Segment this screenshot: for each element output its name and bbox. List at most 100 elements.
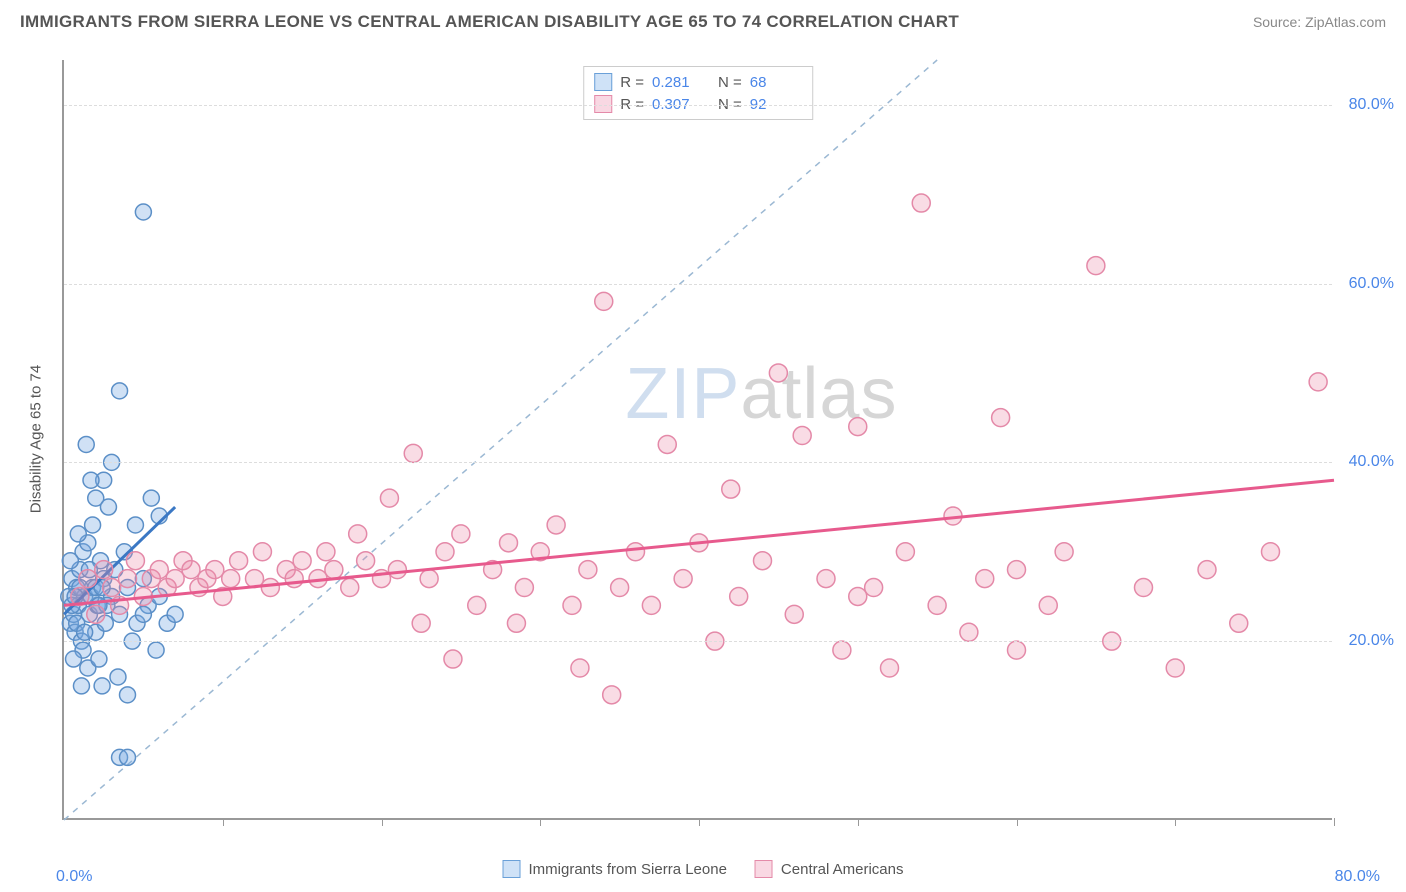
data-point — [603, 686, 621, 704]
data-point — [507, 614, 525, 632]
data-point — [73, 678, 89, 694]
data-point — [1230, 614, 1248, 632]
data-point — [62, 553, 78, 569]
data-point — [150, 561, 168, 579]
data-point — [674, 570, 692, 588]
source-attribution: Source: ZipAtlas.com — [1253, 14, 1386, 30]
data-point — [112, 383, 128, 399]
data-point — [579, 561, 597, 579]
source-prefix: Source: — [1253, 14, 1305, 30]
y-tick-label: 60.0% — [1349, 275, 1394, 293]
data-point — [325, 561, 343, 579]
data-point — [658, 435, 676, 453]
data-point — [912, 194, 930, 212]
x-tick — [1334, 818, 1335, 826]
data-point — [722, 480, 740, 498]
data-point — [341, 579, 359, 597]
data-point — [83, 472, 99, 488]
data-point — [1135, 579, 1153, 597]
data-point — [571, 659, 589, 677]
x-tick — [1175, 818, 1176, 826]
data-point — [222, 570, 240, 588]
chart-title: IMMIGRANTS FROM SIERRA LEONE VS CENTRAL … — [20, 12, 959, 32]
data-point — [563, 596, 581, 614]
data-point — [166, 570, 184, 588]
legend-swatch-2 — [755, 860, 773, 878]
series-legend: Immigrants from Sierra Leone Central Ame… — [503, 860, 904, 878]
data-point — [261, 579, 279, 597]
y-tick-label: 80.0% — [1349, 96, 1394, 114]
data-point — [412, 614, 430, 632]
data-point — [928, 596, 946, 614]
legend-item-1: Immigrants from Sierra Leone — [503, 860, 727, 878]
data-point — [992, 409, 1010, 427]
source-link[interactable]: ZipAtlas.com — [1305, 14, 1386, 30]
data-point — [77, 624, 93, 640]
data-point — [253, 543, 271, 561]
y-tick-label: 40.0% — [1349, 453, 1394, 471]
data-point — [849, 587, 867, 605]
plot-area: Disability Age 65 to 74 ZIPatlas R = 0.2… — [62, 60, 1332, 820]
data-point — [468, 596, 486, 614]
data-point — [120, 687, 136, 703]
data-point — [119, 570, 137, 588]
data-point — [380, 489, 398, 507]
data-point — [95, 561, 113, 579]
data-point — [1039, 596, 1057, 614]
gridline — [64, 105, 1332, 106]
data-point — [611, 579, 629, 597]
data-point — [642, 596, 660, 614]
legend-swatch-1 — [503, 860, 521, 878]
data-point — [500, 534, 518, 552]
x-tick — [540, 818, 541, 826]
y-tick-label: 20.0% — [1349, 632, 1394, 650]
data-point — [849, 418, 867, 436]
data-point — [817, 570, 835, 588]
data-point — [785, 605, 803, 623]
data-point — [452, 525, 470, 543]
data-point — [1309, 373, 1327, 391]
data-point — [1166, 659, 1184, 677]
legend-label-2: Central Americans — [781, 861, 904, 878]
data-point — [206, 561, 224, 579]
x-tick — [223, 818, 224, 826]
data-point — [91, 651, 107, 667]
data-point — [127, 517, 143, 533]
data-point — [143, 490, 159, 506]
data-point — [167, 606, 183, 622]
data-point — [135, 606, 151, 622]
chart-container: Disability Age 65 to 74 ZIPatlas R = 0.2… — [16, 42, 1390, 882]
gridline — [64, 462, 1332, 463]
data-point — [754, 552, 772, 570]
x-min-label: 0.0% — [56, 868, 92, 886]
data-point — [1198, 561, 1216, 579]
data-point — [87, 605, 105, 623]
data-point — [388, 561, 406, 579]
data-point — [627, 543, 645, 561]
data-point — [881, 659, 899, 677]
x-tick — [699, 818, 700, 826]
legend-label-1: Immigrants from Sierra Leone — [529, 861, 727, 878]
data-point — [285, 570, 303, 588]
data-point — [230, 552, 248, 570]
data-point — [70, 526, 86, 542]
data-point — [896, 543, 914, 561]
x-tick — [382, 818, 383, 826]
data-point — [349, 525, 367, 543]
data-point — [793, 427, 811, 445]
data-point — [357, 552, 375, 570]
gridline — [64, 641, 1332, 642]
data-point — [865, 579, 883, 597]
data-point — [110, 669, 126, 685]
data-point — [833, 641, 851, 659]
data-point — [769, 364, 787, 382]
data-point — [66, 651, 82, 667]
data-point — [960, 623, 978, 641]
x-max-label: 80.0% — [1335, 868, 1380, 886]
data-point — [103, 579, 121, 597]
data-point — [404, 444, 422, 462]
data-point — [547, 516, 565, 534]
data-point — [120, 749, 136, 765]
legend-item-2: Central Americans — [755, 860, 904, 878]
data-point — [100, 499, 116, 515]
